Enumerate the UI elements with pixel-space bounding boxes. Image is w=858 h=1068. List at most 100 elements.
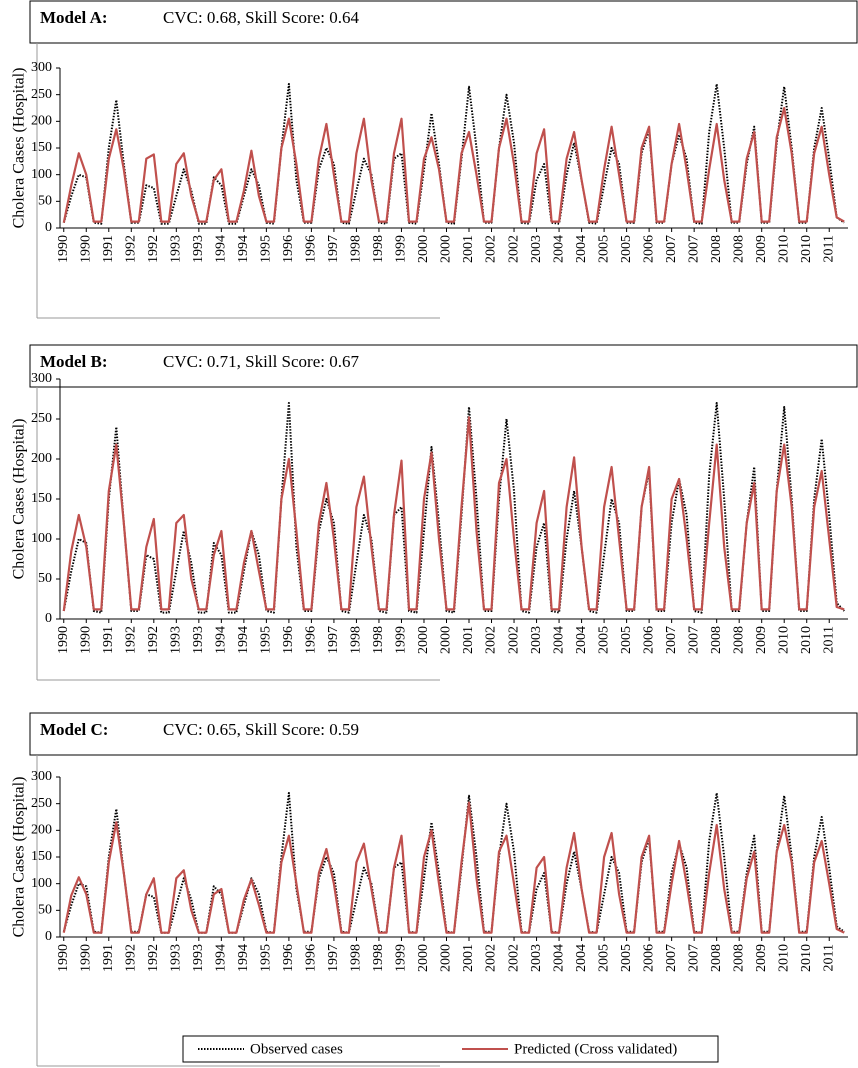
x-tick-label: 1994 — [236, 626, 251, 654]
x-tick-label: 1991 — [101, 944, 116, 972]
x-tick-label: 1992 — [146, 626, 161, 654]
header-box — [29, 344, 858, 388]
series-line — [62, 416, 845, 612]
x-tick-label: 1997 — [326, 626, 341, 654]
x-tick-label: 2008 — [731, 235, 746, 263]
header-box — [29, 712, 858, 756]
x-tick-label: 2002 — [484, 235, 499, 263]
x-tick-label: 2007 — [664, 626, 679, 654]
x-tick-label: 2007 — [664, 235, 679, 263]
x-tick-label: 1993 — [169, 944, 184, 972]
x-tick-label: 1995 — [259, 626, 274, 654]
x-tick-label: 2007 — [686, 235, 701, 263]
x-tick-label: 2000 — [439, 944, 454, 972]
x-tick-label: 2002 — [484, 944, 499, 972]
legend: Observed cases Predicted (Cross validated… — [182, 1035, 719, 1063]
x-tick-label: 2000 — [439, 626, 454, 654]
x-tick-label: 2004 — [551, 626, 566, 654]
x-tick-label: 1996 — [304, 626, 319, 654]
x-tick-label: 1996 — [304, 944, 319, 972]
x-tick-label: 1993 — [191, 626, 206, 654]
x-tick-label: 1990 — [56, 944, 71, 972]
panel-subtitle: CVC: 0.71, Skill Score: 0.67 — [163, 352, 359, 371]
x-tick-label: 2004 — [574, 944, 589, 972]
x-tick-label: 1994 — [236, 944, 251, 972]
x-tick-label: 2005 — [596, 944, 611, 972]
x-tick-label: 1990 — [56, 626, 71, 654]
x-tick-label: 1992 — [124, 944, 139, 972]
x-tick-label: 2007 — [686, 944, 701, 972]
x-tick-label: 1998 — [349, 626, 364, 654]
x-tick-label: 1990 — [56, 235, 71, 263]
x-tick-label: 1998 — [371, 626, 386, 654]
x-tick-label: 1992 — [124, 235, 139, 263]
x-tick-label: 2008 — [709, 944, 724, 972]
x-tick-label: 1997 — [326, 944, 341, 972]
series-line — [62, 83, 845, 225]
y-axis-label: Cholera Cases (Hospital) — [11, 68, 28, 229]
x-tick-label: 2000 — [416, 235, 431, 263]
x-tick-label: 2006 — [641, 626, 656, 654]
x-tick-label: 2008 — [709, 235, 724, 263]
x-tick-label: 2009 — [754, 626, 769, 654]
y-tick-label: 200 — [31, 451, 52, 466]
x-tick-label: 2008 — [709, 626, 724, 654]
x-tick-label: 1998 — [349, 235, 364, 263]
y-tick-label: 150 — [31, 849, 52, 864]
x-tick-label: 2007 — [664, 944, 679, 972]
x-tick-label: 2010 — [776, 235, 791, 263]
x-tick-label: 1995 — [259, 944, 274, 972]
series-line — [62, 402, 845, 614]
x-tick-label: 1994 — [214, 235, 229, 263]
x-tick-label: 2011 — [821, 944, 836, 971]
x-tick-label: 2007 — [686, 626, 701, 654]
x-tick-label: 2005 — [596, 235, 611, 263]
x-tick-label: 2010 — [776, 944, 791, 972]
x-tick-label: 2008 — [731, 944, 746, 972]
x-tick-label: 1997 — [326, 235, 341, 263]
y-tick-label: 100 — [31, 167, 52, 182]
y-tick-label: 0 — [45, 929, 52, 944]
x-tick-label: 2000 — [416, 944, 431, 972]
x-tick-label: 1993 — [169, 626, 184, 654]
series-line — [62, 106, 845, 223]
x-tick-label: 2010 — [799, 626, 814, 654]
x-tick-label: 2004 — [551, 944, 566, 972]
x-tick-label: 2001 — [461, 626, 476, 654]
y-tick-label: 100 — [31, 531, 52, 546]
x-tick-label: 1996 — [281, 626, 296, 654]
header-box — [29, 0, 858, 44]
x-tick-label: 1990 — [78, 626, 93, 654]
x-tick-label: 2005 — [619, 626, 634, 654]
x-tick-label: 2005 — [596, 626, 611, 654]
x-tick-label: 1998 — [371, 944, 386, 972]
x-tick-label: 1992 — [146, 944, 161, 972]
y-tick-label: 50 — [38, 903, 52, 918]
panel-subtitle: CVC: 0.65, Skill Score: 0.59 — [163, 720, 359, 739]
x-tick-label: 2003 — [529, 235, 544, 263]
chart-panel: Model C: CVC: 0.65, Skill Score: 0.59 0 50 1… — [11, 712, 858, 1067]
x-tick-label: 2004 — [574, 235, 589, 263]
x-tick-label: 1993 — [191, 235, 206, 263]
x-tick-label: 1998 — [349, 944, 364, 972]
x-tick-label: 2001 — [461, 235, 476, 263]
x-tick-label: 2000 — [439, 235, 454, 263]
panel-subtitle: CVC: 0.68, Skill Score: 0.64 — [163, 8, 359, 27]
x-tick-label: 1992 — [146, 235, 161, 263]
x-tick-label: 2006 — [641, 944, 656, 972]
x-tick-label: 2010 — [799, 235, 814, 263]
panel-title: Model B: — [40, 352, 108, 371]
y-tick-label: 300 — [31, 769, 52, 784]
x-tick-label: 2002 — [506, 235, 521, 263]
x-tick-label: 1991 — [101, 626, 116, 654]
x-tick-label: 2004 — [551, 235, 566, 263]
chart-panel: Model B: CVC: 0.71, Skill Score: 0.67 0 50 1… — [11, 344, 858, 681]
legend-box — [182, 1035, 719, 1063]
x-tick-label: 2002 — [506, 626, 521, 654]
y-tick-label: 0 — [45, 220, 52, 235]
y-axis-label: Cholera Cases (Hospital) — [11, 419, 28, 580]
chart-panel: Model A: CVC: 0.68, Skill Score: 0.64 0 50 1… — [11, 0, 858, 319]
y-tick-label: 250 — [31, 87, 52, 102]
x-tick-label: 1994 — [214, 944, 229, 972]
